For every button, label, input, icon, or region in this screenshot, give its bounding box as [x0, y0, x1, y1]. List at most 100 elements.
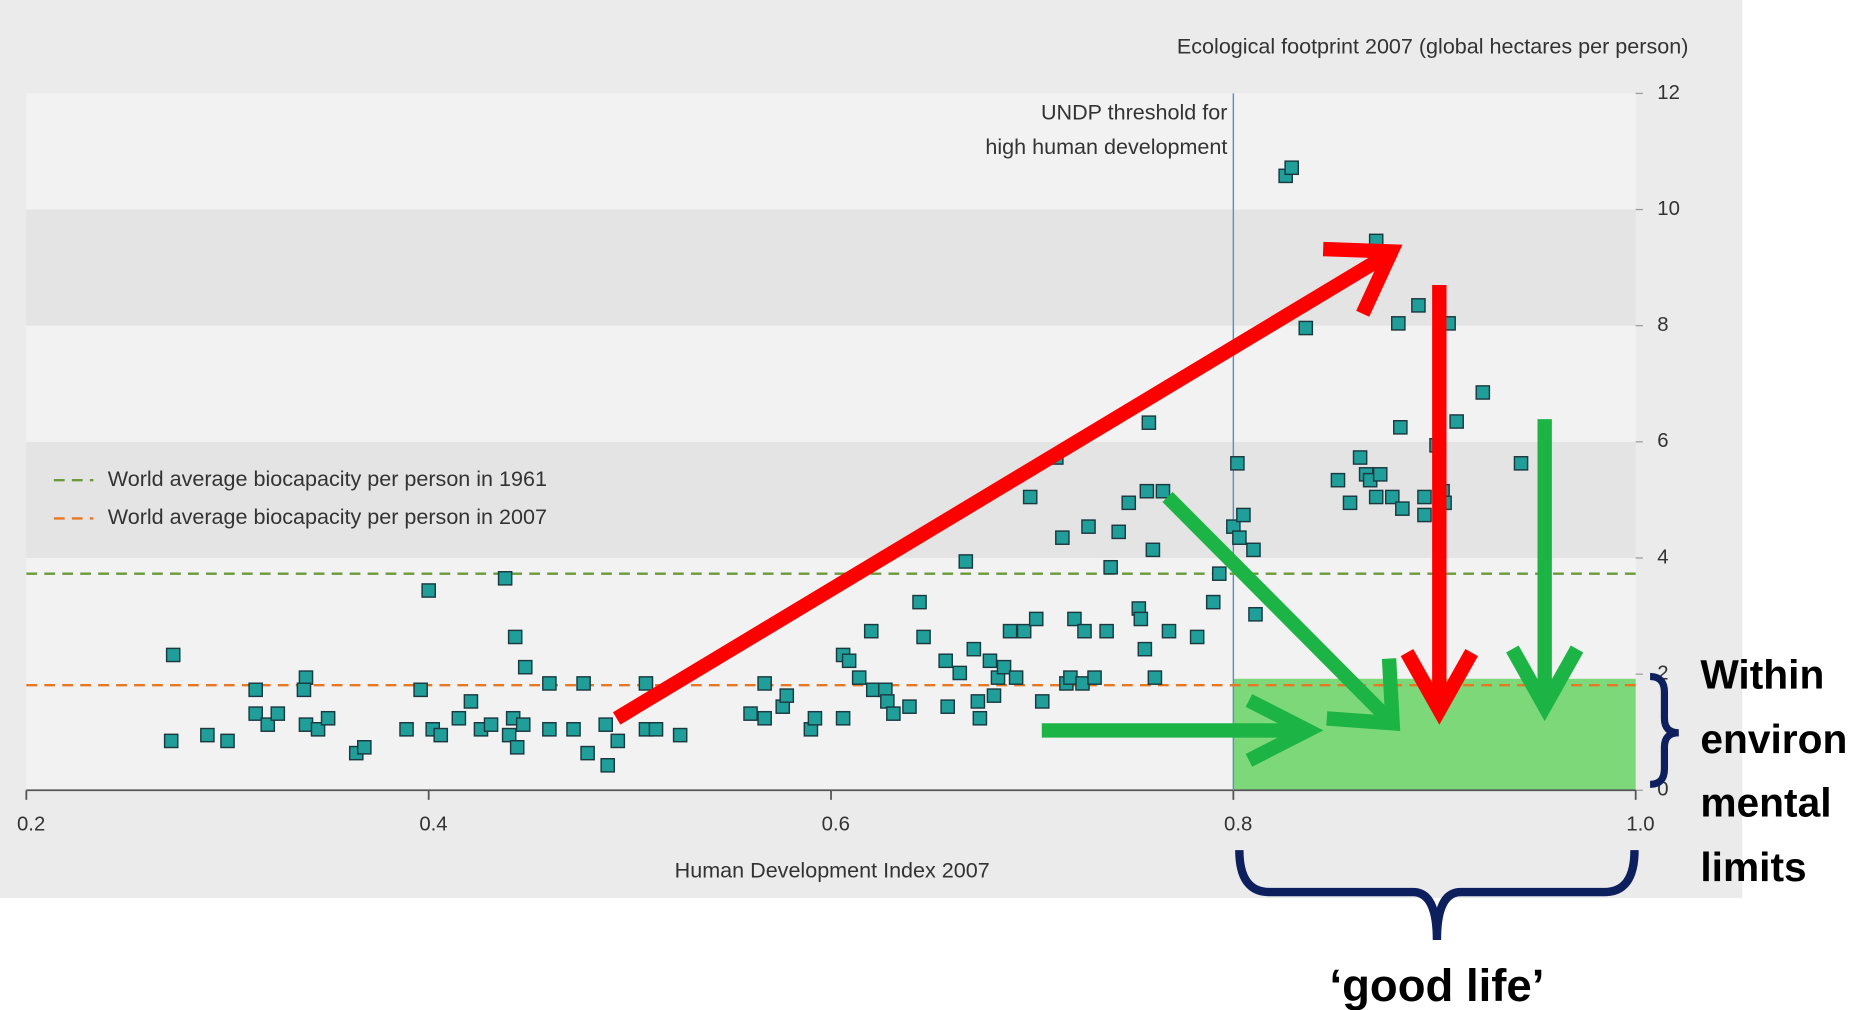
data-point — [996, 659, 1012, 675]
data-point — [310, 721, 326, 737]
data-point — [1248, 607, 1263, 622]
data-point — [163, 733, 179, 749]
green-arrow-head — [1506, 645, 1584, 722]
green-arrow — [1162, 491, 1397, 728]
y-tick-label: 10 — [1657, 198, 1680, 220]
data-point — [1034, 694, 1050, 709]
data-point — [1087, 670, 1102, 685]
limits-label: Within — [1700, 651, 1824, 697]
y-tick-label: 8 — [1657, 314, 1668, 336]
data-point — [1121, 495, 1137, 511]
data-point — [451, 710, 467, 726]
data-point — [399, 721, 414, 737]
data-point — [298, 670, 314, 685]
y-tick-label: 2 — [1657, 663, 1668, 685]
data-point — [938, 653, 953, 669]
data-point — [1298, 320, 1314, 336]
data-point — [1391, 316, 1406, 331]
data-point — [966, 641, 982, 657]
data-point — [865, 682, 881, 698]
data-point — [952, 665, 968, 681]
data-point — [1063, 670, 1078, 685]
data-point — [1513, 456, 1529, 471]
red-arrow — [612, 247, 1393, 725]
data-point — [1384, 489, 1400, 505]
data-point — [1284, 160, 1300, 176]
data-point — [1236, 507, 1251, 523]
x-tick-label: 0.8 — [1224, 813, 1252, 835]
data-point — [497, 571, 513, 586]
data-point — [515, 717, 531, 732]
data-point — [600, 758, 616, 773]
data-point — [779, 688, 795, 703]
data-point — [970, 694, 986, 709]
data-point — [260, 717, 276, 732]
data-point — [507, 629, 523, 645]
data-point — [958, 554, 974, 569]
data-point — [1395, 501, 1410, 516]
data-point — [542, 721, 557, 737]
data-point — [1161, 623, 1177, 639]
data-point — [1147, 670, 1163, 685]
data-point — [902, 699, 917, 714]
green-arrow-head — [1245, 694, 1324, 767]
data-point — [413, 682, 428, 698]
data-point — [1232, 530, 1247, 545]
x-tick-label: 0.4 — [419, 813, 447, 835]
legend-label: World average biocapacity per person in … — [108, 466, 547, 491]
plot-band — [26, 209, 1636, 326]
data-point — [580, 745, 595, 761]
data-point — [320, 710, 336, 726]
plot-band — [26, 557, 1636, 675]
data-point — [501, 727, 517, 743]
data-point — [1111, 524, 1126, 540]
plot-band — [26, 441, 1636, 558]
data-point — [1081, 519, 1096, 534]
data-point — [298, 717, 314, 732]
data-point — [1417, 489, 1432, 505]
x-tick-label: 1.0 — [1626, 813, 1654, 835]
data-point — [509, 740, 525, 755]
data-point — [200, 727, 215, 743]
threshold-label: high human development — [985, 134, 1227, 159]
threshold-label: UNDP threshold for — [1041, 99, 1227, 124]
data-point — [912, 594, 927, 610]
y-tick-label: 0 — [1657, 779, 1668, 801]
data-point — [1205, 594, 1221, 610]
data-point — [1189, 629, 1205, 645]
data-point — [1055, 530, 1070, 545]
data-point — [433, 727, 449, 743]
vertical-brace — [1649, 672, 1680, 788]
data-point — [1008, 670, 1024, 685]
legend-label: World average biocapacity per person in … — [108, 504, 547, 529]
horizontal-brace — [1235, 850, 1639, 940]
data-point — [1155, 483, 1171, 499]
data-point — [1002, 623, 1018, 639]
y-tick-label: 12 — [1657, 82, 1680, 104]
limits-label: mental — [1700, 780, 1831, 826]
data-point — [576, 676, 591, 691]
plot-band — [26, 325, 1636, 442]
data-point — [1352, 450, 1368, 465]
data-point — [421, 583, 436, 598]
data-point — [542, 676, 557, 691]
red-arrow-head — [1400, 649, 1478, 725]
data-point — [940, 699, 956, 714]
data-point — [296, 682, 312, 698]
data-point — [972, 710, 988, 726]
data-point — [1145, 542, 1161, 558]
data-point — [743, 706, 758, 721]
data-point — [1449, 414, 1464, 429]
data-point — [982, 653, 998, 669]
data-point — [1411, 298, 1426, 313]
red-arrow-head — [1322, 241, 1403, 317]
data-point — [357, 740, 372, 755]
data-point — [986, 688, 1002, 703]
data-point — [1133, 611, 1149, 627]
data-point — [248, 682, 263, 698]
x-tick-label: 0.6 — [822, 813, 850, 835]
data-point — [463, 694, 479, 709]
y-tick-label: 4 — [1657, 546, 1668, 568]
data-point — [220, 733, 235, 749]
data-point — [672, 727, 688, 743]
